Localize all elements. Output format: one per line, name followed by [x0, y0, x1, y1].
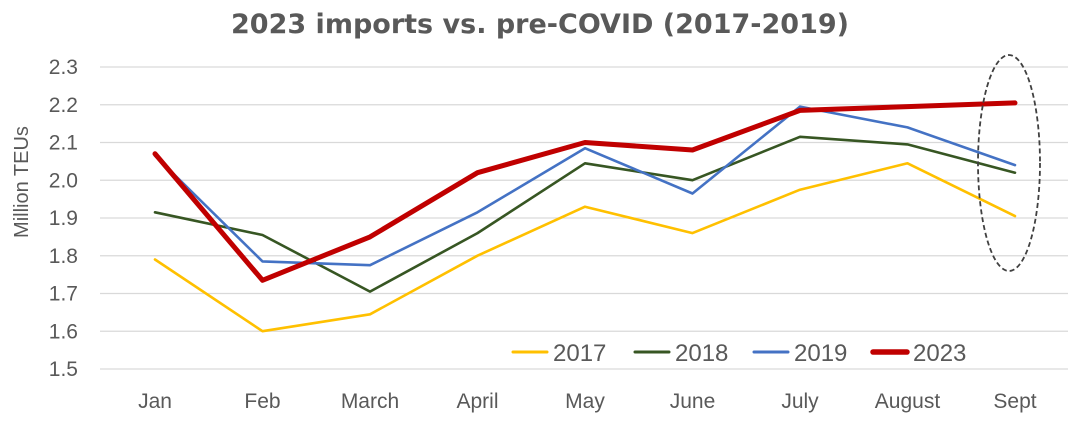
- y-tick-label: 2.2: [49, 94, 78, 117]
- y-tick-label: 2.3: [49, 56, 78, 79]
- series-line-2017: [153, 162, 1017, 333]
- legend-label-2019: 2019: [794, 340, 847, 367]
- y-tick-label: 1.5: [49, 358, 78, 381]
- series-line-2018: [153, 135, 1017, 293]
- x-tick-label: August: [875, 390, 941, 413]
- legend-label-2017: 2017: [553, 340, 606, 367]
- series-line-2019: [153, 105, 1017, 267]
- series-lines: [152, 100, 1018, 333]
- y-axis-ticks: 1.5 1.6 1.7 1.8 1.9 2.0 2.1 2.2 2.3: [49, 56, 78, 381]
- y-tick-label: 2.0: [49, 169, 78, 192]
- x-tick-label: Sept: [993, 390, 1036, 413]
- x-axis-ticks: Jan Feb March April May June July August Sept: [138, 390, 1037, 413]
- x-tick-label: Jan: [138, 390, 172, 413]
- legend-label-2023: 2023: [913, 340, 966, 367]
- y-tick-label: 1.6: [49, 320, 78, 343]
- legend-label-2018: 2018: [675, 340, 728, 367]
- y-tick-label: 2.1: [49, 132, 78, 155]
- y-tick-label: 1.9: [49, 207, 78, 230]
- chart-title: 2023 imports vs. pre-COVID (2017-2019): [231, 9, 849, 40]
- x-tick-label: July: [781, 390, 819, 413]
- y-tick-label: 1.7: [49, 283, 78, 306]
- y-tick-label: 1.8: [49, 245, 78, 268]
- y-axis-label: Million TEUs: [11, 126, 33, 238]
- x-tick-label: Feb: [244, 390, 280, 413]
- sept-highlight-ellipse: [977, 54, 1041, 272]
- x-tick-label: May: [565, 390, 605, 413]
- gridlines: [100, 66, 1068, 370]
- x-tick-label: March: [341, 390, 399, 413]
- x-tick-label: June: [670, 390, 716, 413]
- x-tick-label: April: [456, 390, 498, 413]
- legend: 2017 2018 2019 2023: [511, 340, 966, 367]
- series-line-2023: [152, 100, 1018, 283]
